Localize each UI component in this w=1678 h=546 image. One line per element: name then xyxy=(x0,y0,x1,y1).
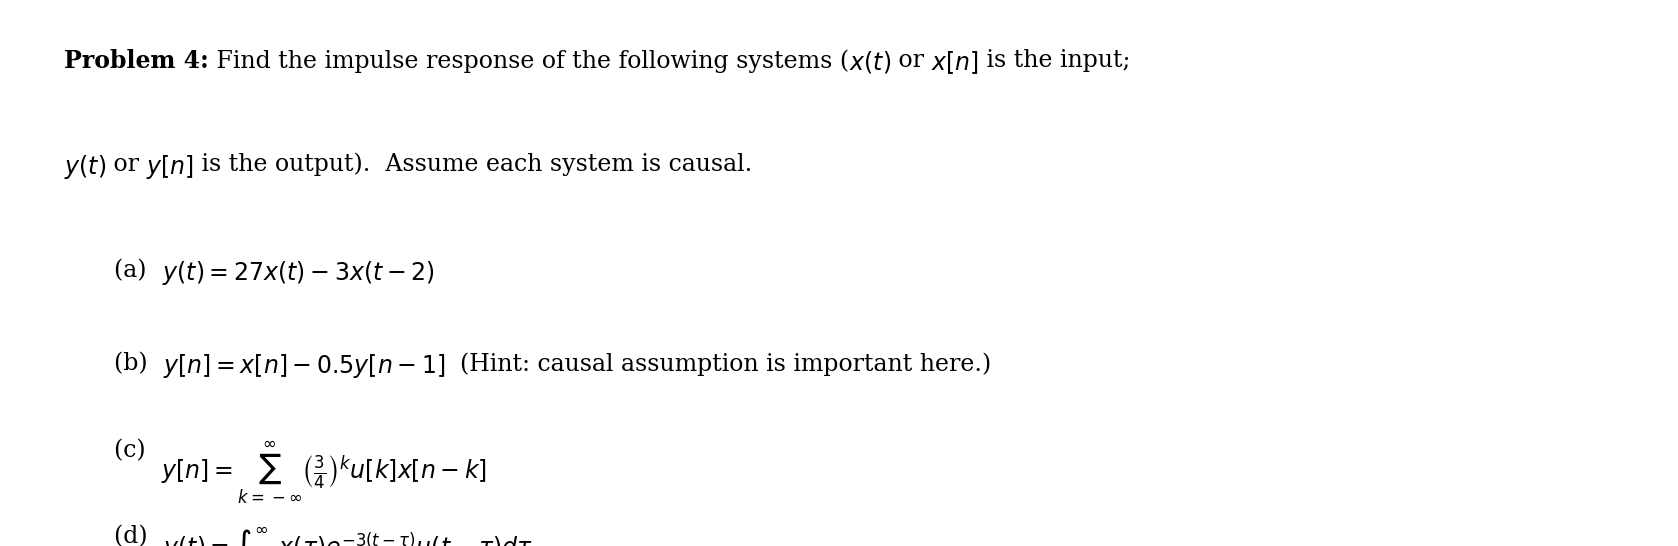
Text: $x[n]$: $x[n]$ xyxy=(931,49,980,76)
Text: $y[n]$: $y[n]$ xyxy=(146,153,195,181)
Text: (c): (c) xyxy=(114,440,161,462)
Text: (b): (b) xyxy=(114,352,163,375)
Text: or: or xyxy=(106,153,146,176)
Text: $y[n] = x[n] - 0.5y[n-1]$: $y[n] = x[n] - 0.5y[n-1]$ xyxy=(163,352,445,380)
Text: $y(t) = \int_{-\infty}^{\infty} x(\tau )e^{-3(t-\tau )}u(t-\tau )d\tau$: $y(t) = \int_{-\infty}^{\infty} x(\tau )… xyxy=(163,525,534,546)
Text: (Hint: causal assumption is important here.): (Hint: causal assumption is important he… xyxy=(445,352,992,376)
Text: or: or xyxy=(891,49,931,72)
Text: $y(t) = 27x(t) - 3x(t-2)$: $y(t) = 27x(t) - 3x(t-2)$ xyxy=(161,259,435,287)
Text: $x(t)$: $x(t)$ xyxy=(849,49,891,75)
Text: $y(t)$: $y(t)$ xyxy=(64,153,106,181)
Text: (a): (a) xyxy=(114,259,161,282)
Text: $y[n] = \sum_{k=-\infty}^{\infty} \left(\frac{3}{4}\right)^k u[k]x[n-k]$: $y[n] = \sum_{k=-\infty}^{\infty} \left(… xyxy=(161,440,487,506)
Text: is the input;: is the input; xyxy=(980,49,1131,72)
Text: Find the impulse response of the following systems (: Find the impulse response of the followi… xyxy=(208,49,849,73)
Text: Problem 4:: Problem 4: xyxy=(64,49,208,73)
Text: (d): (d) xyxy=(114,525,163,546)
Text: is the output).  Assume each system is causal.: is the output). Assume each system is ca… xyxy=(195,153,752,176)
